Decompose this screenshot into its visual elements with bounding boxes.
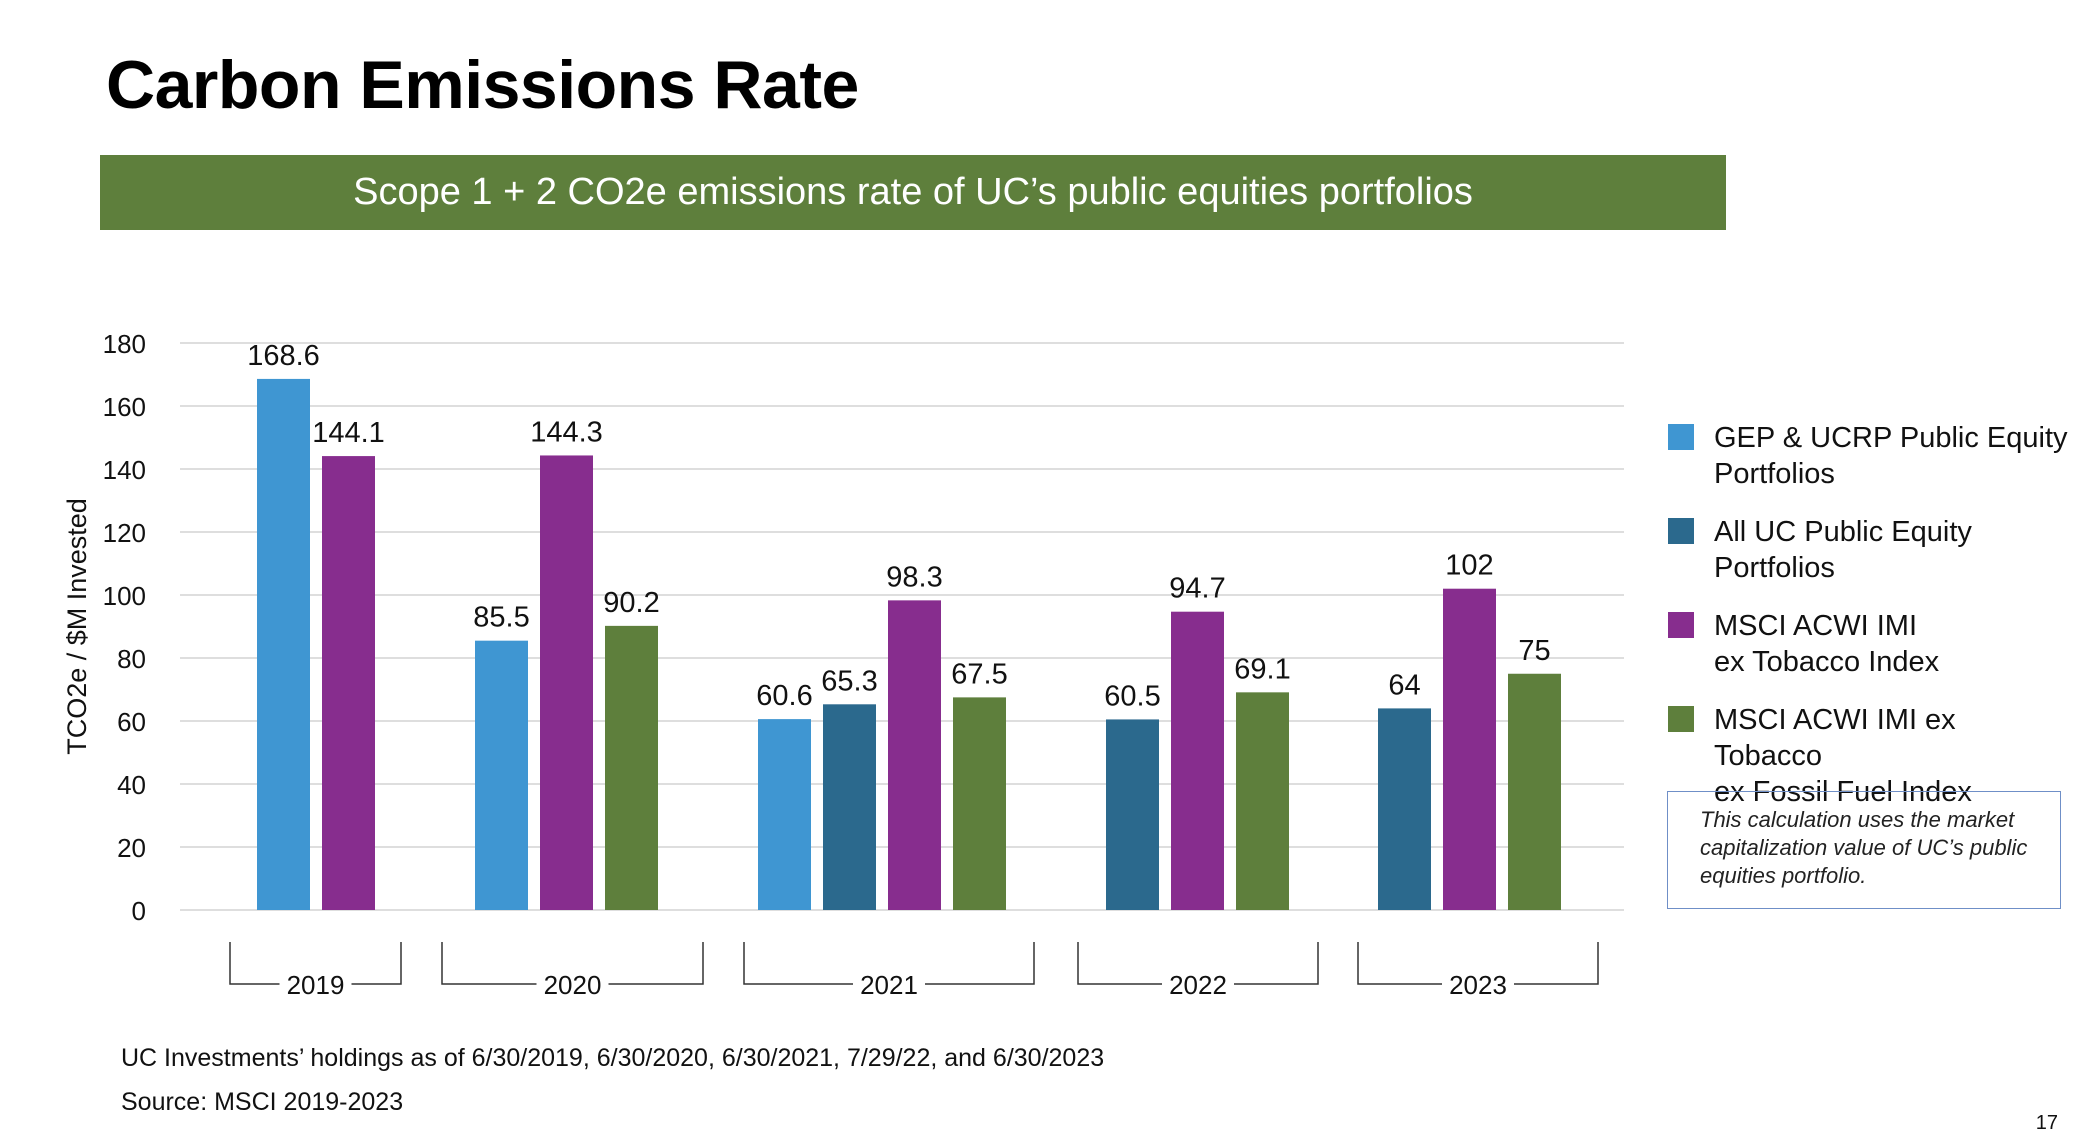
data-label: 98.3 xyxy=(886,561,942,593)
x-tick-label: 2022 xyxy=(1169,970,1227,1000)
x-tick-label: 2021 xyxy=(860,970,918,1000)
bar xyxy=(953,697,1006,910)
bar xyxy=(1236,692,1289,910)
calculation-note: This calculation uses the market capital… xyxy=(1667,791,2061,909)
data-label: 144.3 xyxy=(530,416,603,448)
legend-label-gep-ucrp: GEP & UCRP Public Equity Portfolios xyxy=(1714,422,2068,490)
page-number: 17 xyxy=(2035,1112,2058,1134)
category-bracket xyxy=(743,942,1035,985)
bar xyxy=(823,704,876,910)
data-label: 102 xyxy=(1445,550,1493,582)
y-axis-label: TCO2e / $M Invested xyxy=(62,498,92,755)
legend-item-msci-ex-fossil: MSCI ACWI IMI ex Tobacco ex Fossil Fuel … xyxy=(1668,702,2068,810)
x-tick-label: 2020 xyxy=(544,970,602,1000)
bar xyxy=(1508,673,1561,910)
page-title: Carbon Emissions Rate xyxy=(106,47,859,123)
legend-swatch-msci-ex-fossil xyxy=(1668,706,1694,732)
legend-item-all-uc: All UC Public Equity Portfolios xyxy=(1668,514,2068,586)
data-label: 90.2 xyxy=(603,587,659,619)
y-tick-label: 180 xyxy=(103,329,146,359)
y-tick-label: 20 xyxy=(117,833,146,863)
y-tick-label: 0 xyxy=(132,896,146,926)
data-label: 75 xyxy=(1518,635,1550,667)
category-bracket xyxy=(1077,942,1319,985)
legend-swatch-msci-ex-tobacco xyxy=(1668,612,1694,638)
y-tick-label: 120 xyxy=(103,518,146,548)
bar xyxy=(540,455,593,910)
legend-label-msci-ex-tobacco: MSCI ACWI IMI ex Tobacco Index xyxy=(1714,610,1940,678)
legend-swatch-all-uc xyxy=(1668,518,1694,544)
bar xyxy=(888,600,941,910)
x-tick-label: 2019 xyxy=(287,970,345,1000)
data-label: 69.1 xyxy=(1234,653,1290,685)
bar xyxy=(1378,708,1431,910)
y-tick-label: 160 xyxy=(103,392,146,422)
bar xyxy=(1171,611,1224,910)
bar xyxy=(1106,719,1159,910)
bar xyxy=(605,625,658,910)
legend-item-msci-ex-tobacco: MSCI ACWI IMI ex Tobacco Index xyxy=(1668,608,2068,680)
chart-legend: GEP & UCRP Public Equity Portfolios All … xyxy=(1668,420,2068,832)
legend-swatch-gep-ucrp xyxy=(1668,424,1694,450)
holdings-footnote: UC Investments’ holdings as of 6/30/2019… xyxy=(121,1044,1105,1072)
category-bracket xyxy=(441,942,704,985)
bar xyxy=(257,378,310,910)
chart-subtitle-banner: Scope 1 + 2 CO2e emissions rate of UC’s … xyxy=(100,155,1726,230)
data-label: 67.5 xyxy=(951,658,1007,690)
bar xyxy=(1443,588,1496,910)
data-label: 168.6 xyxy=(247,340,320,372)
data-label: 65.3 xyxy=(821,665,877,697)
bar xyxy=(322,456,375,910)
y-tick-label: 40 xyxy=(117,770,146,800)
legend-item-gep-ucrp: GEP & UCRP Public Equity Portfolios xyxy=(1668,420,2068,492)
data-label: 60.6 xyxy=(756,680,812,712)
data-label: 144.1 xyxy=(312,417,385,449)
data-label: 64 xyxy=(1388,669,1420,701)
y-tick-label: 100 xyxy=(103,581,146,611)
y-tick-label: 80 xyxy=(117,644,146,674)
y-tick-label: 140 xyxy=(103,455,146,485)
data-label: 60.5 xyxy=(1104,680,1160,712)
x-tick-label: 2023 xyxy=(1449,970,1507,1000)
bar xyxy=(475,640,528,910)
data-label: 85.5 xyxy=(473,602,529,634)
chart-subtitle: Scope 1 + 2 CO2e emissions rate of UC’s … xyxy=(353,171,1473,213)
data-label: 94.7 xyxy=(1169,573,1225,605)
bar xyxy=(758,719,811,910)
source-footnote: Source: MSCI 2019-2023 xyxy=(121,1088,404,1116)
category-bracket xyxy=(229,942,402,985)
y-tick-label: 60 xyxy=(117,707,146,737)
legend-label-msci-ex-fossil: MSCI ACWI IMI ex Tobacco ex Fossil Fuel … xyxy=(1714,704,1972,808)
legend-label-all-uc: All UC Public Equity Portfolios xyxy=(1714,516,1972,584)
category-bracket xyxy=(1357,942,1599,985)
